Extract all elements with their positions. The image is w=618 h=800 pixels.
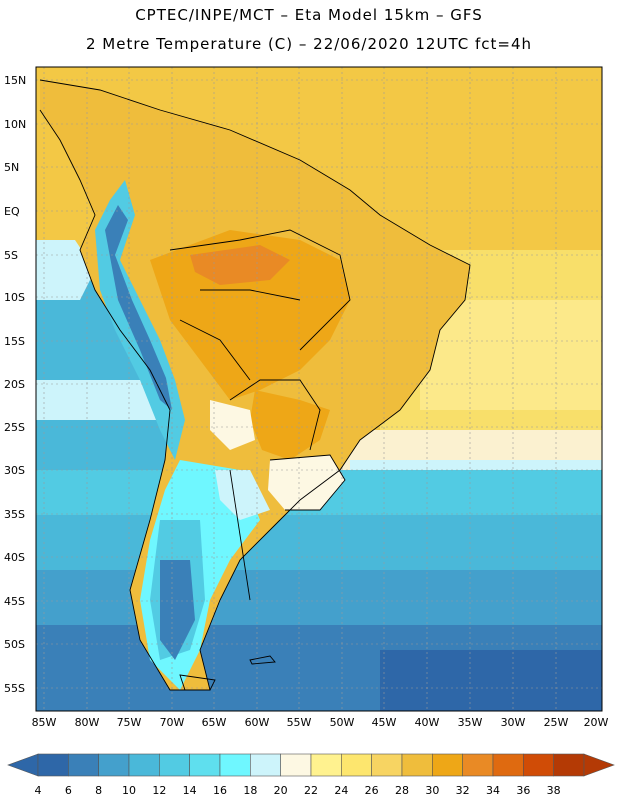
map-title-line2: 2 Metre Temperature (C) – 22/06/2020 12U…: [85, 35, 533, 53]
lon-label: 40W: [414, 716, 440, 729]
colorbar-swatch: [98, 753, 130, 777]
colorbar-tick-label: 14: [182, 784, 197, 797]
lat-label: EQ: [4, 205, 20, 218]
lon-label: 70W: [159, 716, 185, 729]
colorbar-tick-label: 26: [364, 784, 379, 797]
map-field: [36, 67, 602, 711]
colorbar-swatch: [492, 753, 524, 777]
colorbar-swatch: [462, 753, 494, 777]
lon-label: 50W: [329, 716, 355, 729]
colorbar-tick-label: 12: [152, 784, 167, 797]
colorbar-tick-label: 32: [455, 784, 470, 797]
lon-label: 80W: [74, 716, 100, 729]
lat-label: 30S: [4, 464, 25, 477]
lat-label: 5S: [4, 249, 18, 262]
lon-label: 65W: [201, 716, 227, 729]
colorbar-swatch: [310, 753, 342, 777]
colorbar-tick-label: 10: [122, 784, 136, 797]
colorbar-tick-label: 20: [273, 784, 288, 797]
colorbar-swatch: [250, 753, 281, 777]
colorbar-tick-label: 16: [213, 784, 227, 797]
colorbar: [7, 753, 615, 777]
colorbar-tick-label: 34: [486, 784, 500, 797]
colorbar-swatch: [401, 753, 433, 777]
lon-label: 85W: [31, 716, 57, 729]
lon-label: 55W: [286, 716, 312, 729]
colorbar-swatch: [553, 753, 585, 777]
colorbar-tick-label: 36: [516, 784, 531, 797]
lat-label: 45S: [4, 595, 25, 608]
map-gridlines: [36, 67, 602, 711]
lat-label: 15S: [4, 335, 25, 348]
colorbar-tick-label: 30: [425, 784, 440, 797]
colorbar-swatch: [523, 753, 554, 777]
lon-label: 25W: [543, 716, 569, 729]
colorbar-swatch: [128, 753, 160, 777]
lon-label: 60W: [244, 716, 270, 729]
colorbar-tick-label: 28: [395, 784, 409, 797]
lat-label: 5N: [4, 161, 20, 174]
lat-label: 50S: [4, 638, 25, 651]
lat-label: 40S: [4, 551, 25, 564]
map-title-line1: CPTEC/INPE/MCT – Eta Model 15km – GFS: [135, 6, 483, 24]
lon-label: 35W: [457, 716, 483, 729]
colorbar-tick-label: 6: [64, 784, 72, 797]
lon-label: 75W: [116, 716, 142, 729]
colorbar-swatch: [159, 753, 190, 777]
lat-label: 15N: [4, 74, 27, 87]
lat-label: 35S: [4, 508, 25, 521]
lon-label: 20W: [583, 716, 609, 729]
lat-label: 20S: [4, 378, 25, 391]
lon-label: 30W: [500, 716, 526, 729]
colorbar-tick-label: 24: [334, 784, 349, 797]
colorbar-tick-label: 22: [304, 784, 318, 797]
colorbar-tick-label: 38: [546, 784, 561, 797]
colorbar-swatch: [37, 753, 69, 777]
coastlines-borders: [39, 79, 471, 691]
colorbar-swatch: [189, 753, 221, 777]
colorbar-tick-label: 8: [95, 784, 103, 797]
colorbar-swatch: [371, 753, 403, 777]
colorbar-swatch: [280, 753, 312, 777]
lat-label: 10S: [4, 291, 25, 304]
colorbar-tick-label: 18: [243, 784, 258, 797]
colorbar-swatch: [432, 753, 463, 777]
lat-label: 25S: [4, 421, 25, 434]
lat-label: 55S: [4, 682, 25, 695]
colorbar-swatch: [219, 753, 251, 777]
lat-label: 10N: [4, 118, 27, 131]
colorbar-arrow-high: [583, 753, 615, 777]
map-frame: [35, 66, 603, 712]
lon-label: 45W: [371, 716, 397, 729]
colorbar-arrow-low: [7, 753, 39, 777]
colorbar-swatch: [341, 753, 372, 777]
colorbar-tick-label: 4: [34, 784, 42, 797]
colorbar-swatch: [68, 753, 99, 777]
